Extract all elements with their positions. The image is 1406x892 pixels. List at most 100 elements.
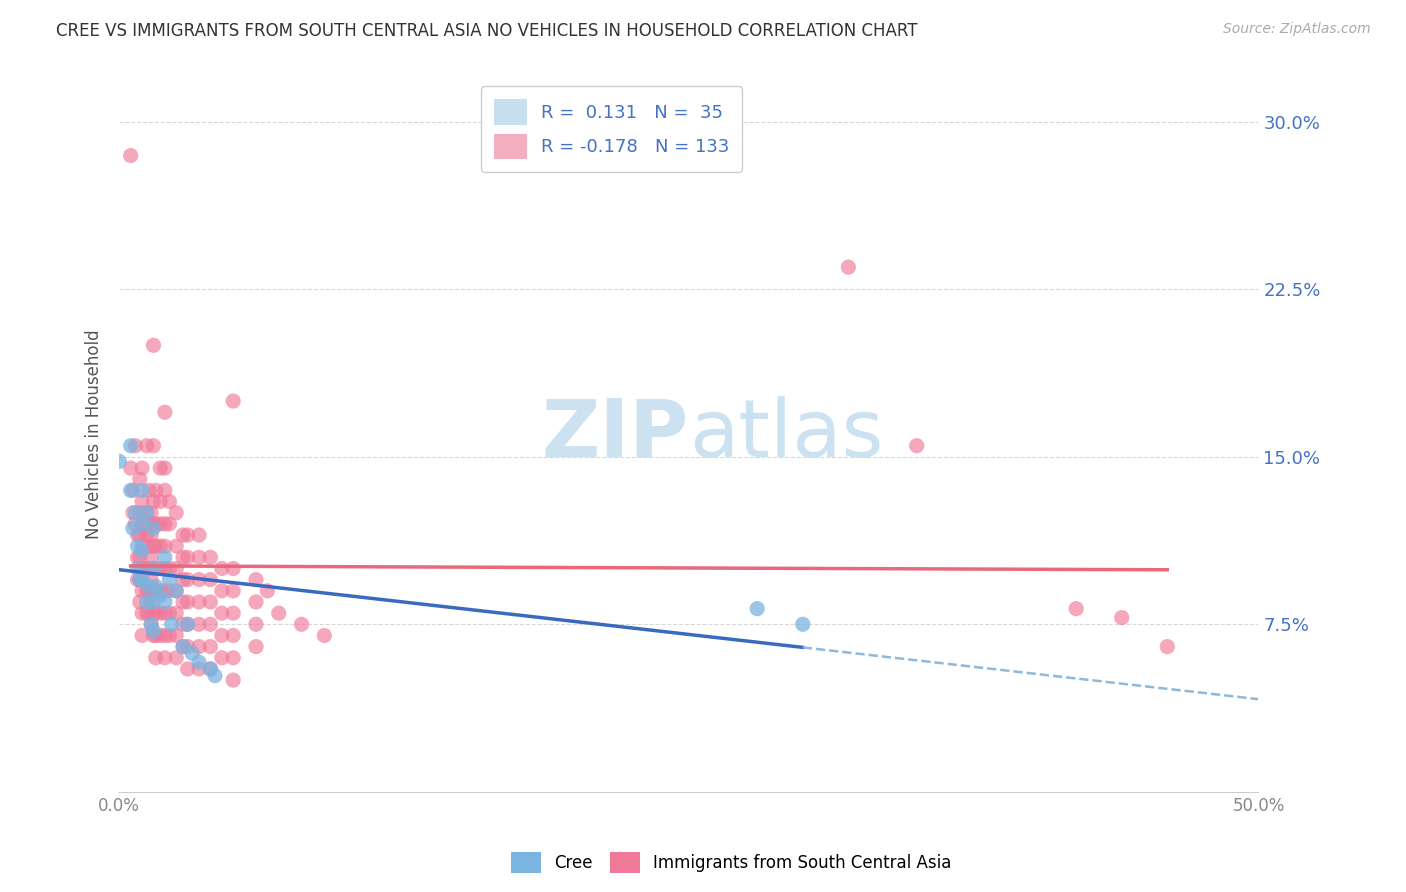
Point: [200, 662, 222, 676]
Point: [142, 595, 165, 609]
Point: [267, 606, 290, 620]
Point: [131, 561, 153, 575]
Point: [149, 583, 172, 598]
Point: [157, 606, 180, 620]
Point: [149, 628, 172, 642]
Point: [128, 472, 150, 486]
Point: [165, 561, 187, 575]
Point: [127, 561, 149, 575]
Point: [222, 628, 245, 642]
Point: [141, 528, 163, 542]
Point: [165, 539, 187, 553]
Point: [138, 583, 160, 598]
Point: [188, 528, 211, 542]
Point: [176, 617, 198, 632]
Point: [245, 573, 267, 587]
Point: [314, 628, 336, 642]
Point: [120, 483, 142, 498]
Point: [145, 606, 167, 620]
Point: [1156, 640, 1178, 654]
Point: [172, 617, 194, 632]
Point: [142, 624, 165, 638]
Point: [188, 662, 211, 676]
Point: [138, 516, 160, 531]
Point: [141, 573, 163, 587]
Point: [142, 561, 165, 575]
Point: [153, 561, 176, 575]
Point: [149, 494, 172, 508]
Point: [149, 588, 172, 602]
Point: [200, 595, 222, 609]
Point: [120, 461, 142, 475]
Point: [160, 617, 183, 632]
Point: [135, 561, 157, 575]
Point: [188, 573, 211, 587]
Point: [165, 506, 187, 520]
Point: [141, 550, 163, 565]
Legend: Cree, Immigrants from South Central Asia: Cree, Immigrants from South Central Asia: [505, 846, 957, 880]
Point: [149, 461, 172, 475]
Text: atlas: atlas: [689, 395, 883, 474]
Point: [245, 595, 267, 609]
Point: [122, 521, 145, 535]
Point: [157, 573, 180, 587]
Point: [792, 617, 814, 632]
Point: [153, 583, 176, 598]
Point: [149, 539, 172, 553]
Y-axis label: No Vehicles in Household: No Vehicles in Household: [86, 330, 103, 540]
Point: [145, 539, 167, 553]
Point: [290, 617, 312, 632]
Point: [165, 583, 187, 598]
Point: [128, 595, 150, 609]
Point: [172, 550, 194, 565]
Point: [131, 573, 153, 587]
Point: [138, 606, 160, 620]
Point: [142, 516, 165, 531]
Point: [131, 539, 153, 553]
Point: [188, 550, 211, 565]
Point: [124, 439, 146, 453]
Point: [120, 148, 142, 162]
Point: [131, 516, 153, 531]
Point: [165, 583, 187, 598]
Point: [165, 650, 187, 665]
Point: [165, 606, 187, 620]
Point: [127, 573, 149, 587]
Point: [153, 483, 176, 498]
Point: [172, 528, 194, 542]
Point: [200, 617, 222, 632]
Point: [747, 601, 769, 615]
Point: [128, 528, 150, 542]
Point: [127, 528, 149, 542]
Point: [157, 516, 180, 531]
Point: [128, 506, 150, 520]
Point: [131, 543, 153, 558]
Point: [142, 539, 165, 553]
Point: [153, 650, 176, 665]
Point: [131, 461, 153, 475]
Point: [176, 528, 198, 542]
Point: [131, 483, 153, 498]
Point: [135, 528, 157, 542]
Point: [145, 483, 167, 498]
Point: [176, 595, 198, 609]
Point: [141, 595, 163, 609]
Point: [905, 439, 928, 453]
Point: [188, 617, 211, 632]
Point: [149, 516, 172, 531]
Point: [211, 561, 233, 575]
Point: [127, 550, 149, 565]
Point: [145, 628, 167, 642]
Point: [222, 561, 245, 575]
Point: [200, 550, 222, 565]
Point: [124, 516, 146, 531]
Point: [138, 483, 160, 498]
Point: [135, 595, 157, 609]
Text: Source: ZipAtlas.com: Source: ZipAtlas.com: [1223, 22, 1371, 37]
Point: [172, 640, 194, 654]
Point: [153, 405, 176, 419]
Point: [141, 506, 163, 520]
Point: [176, 640, 198, 654]
Point: [256, 583, 278, 598]
Point: [131, 494, 153, 508]
